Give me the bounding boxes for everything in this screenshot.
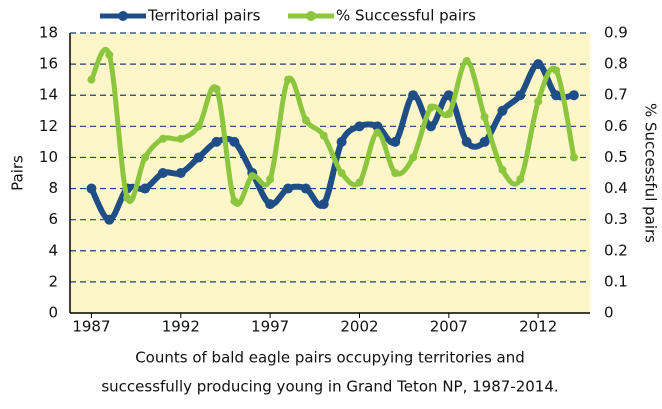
y2-tick-label: 0.3: [604, 210, 628, 228]
y-tick-label: 18: [39, 24, 58, 42]
point: [193, 152, 204, 163]
point: [409, 153, 418, 162]
y2-tick-label: 0.6: [604, 117, 628, 135]
y-tick-label: 2: [48, 272, 58, 290]
point: [284, 75, 293, 84]
point: [87, 75, 96, 84]
point: [141, 153, 150, 162]
y-tick-label: 16: [39, 55, 58, 73]
point: [212, 85, 221, 93]
point: [105, 50, 114, 59]
point: [337, 169, 346, 177]
point: [194, 122, 203, 131]
point: [176, 134, 185, 143]
point: [390, 136, 401, 147]
point: [534, 97, 543, 106]
plot-background: [70, 33, 590, 313]
y2-tick-label: 0: [604, 304, 614, 322]
point: [462, 57, 471, 65]
point: [230, 197, 239, 205]
y2-tick-label: 0.1: [604, 272, 628, 290]
x-tick-label: 1992: [162, 318, 200, 336]
point: [479, 136, 490, 147]
point: [158, 134, 167, 143]
x-tick-label: 1987: [72, 318, 110, 336]
x-tick-label: 2002: [340, 318, 378, 336]
point: [373, 128, 382, 137]
point: [552, 66, 561, 75]
legend-marker: [118, 11, 128, 21]
point: [319, 131, 328, 140]
y-tick-label: 4: [48, 241, 58, 259]
point: [86, 183, 97, 194]
point: [426, 103, 435, 112]
series-line: [88, 61, 575, 223]
point: [300, 183, 311, 194]
point: [516, 175, 525, 184]
point: [568, 90, 579, 101]
point: [372, 121, 383, 132]
y-tick-label: 8: [48, 179, 58, 197]
x-tick-label: 2012: [519, 318, 557, 336]
point: [569, 153, 578, 162]
y-axis-label: Pairs: [9, 155, 27, 191]
x-tick-label: 2007: [430, 318, 468, 336]
point: [551, 90, 562, 101]
point: [336, 136, 347, 147]
x-tick-label: 1997: [251, 318, 289, 336]
point: [248, 172, 257, 181]
point: [265, 199, 276, 210]
y-tick-label: 10: [39, 148, 58, 166]
y-tick-label: 14: [39, 86, 58, 104]
y2-axis-label: % Successful pairs: [642, 103, 660, 243]
y2-tick-label: 0.8: [604, 55, 628, 73]
point: [301, 116, 310, 125]
point: [211, 136, 222, 147]
y-tick-label: 0: [48, 304, 58, 322]
point: [425, 121, 436, 132]
point: [443, 90, 454, 101]
y2-tick-label: 0.9: [604, 24, 628, 42]
point: [408, 90, 419, 101]
legend-label: % Successful pairs: [336, 7, 476, 25]
y2-tick-label: 0.4: [604, 179, 628, 197]
point: [229, 136, 240, 147]
legend-marker: [306, 11, 316, 21]
y2-tick-label: 0.7: [604, 86, 628, 104]
point: [515, 90, 526, 101]
y2-tick-label: 0.2: [604, 241, 628, 259]
y-tick-label: 12: [39, 117, 58, 135]
point: [480, 113, 489, 121]
caption: Counts of bald eagle pairs occupying ter…: [135, 349, 525, 367]
point: [283, 183, 294, 194]
point: [123, 193, 132, 202]
point: [533, 59, 544, 70]
point: [498, 165, 507, 174]
point: [355, 178, 364, 187]
point: [266, 175, 275, 184]
legend-label: Territorial pairs: [147, 7, 261, 25]
point: [175, 168, 186, 178]
point: [461, 136, 472, 147]
point: [391, 169, 400, 177]
y-tick-label: 6: [48, 210, 58, 228]
point: [497, 105, 508, 116]
point: [318, 199, 329, 210]
point: [444, 109, 453, 118]
point: [354, 121, 365, 132]
point: [104, 214, 115, 225]
point: [157, 168, 168, 178]
y2-tick-label: 0.5: [604, 148, 628, 166]
caption: successfully producing young in Grand Te…: [101, 378, 558, 396]
point: [140, 183, 151, 194]
